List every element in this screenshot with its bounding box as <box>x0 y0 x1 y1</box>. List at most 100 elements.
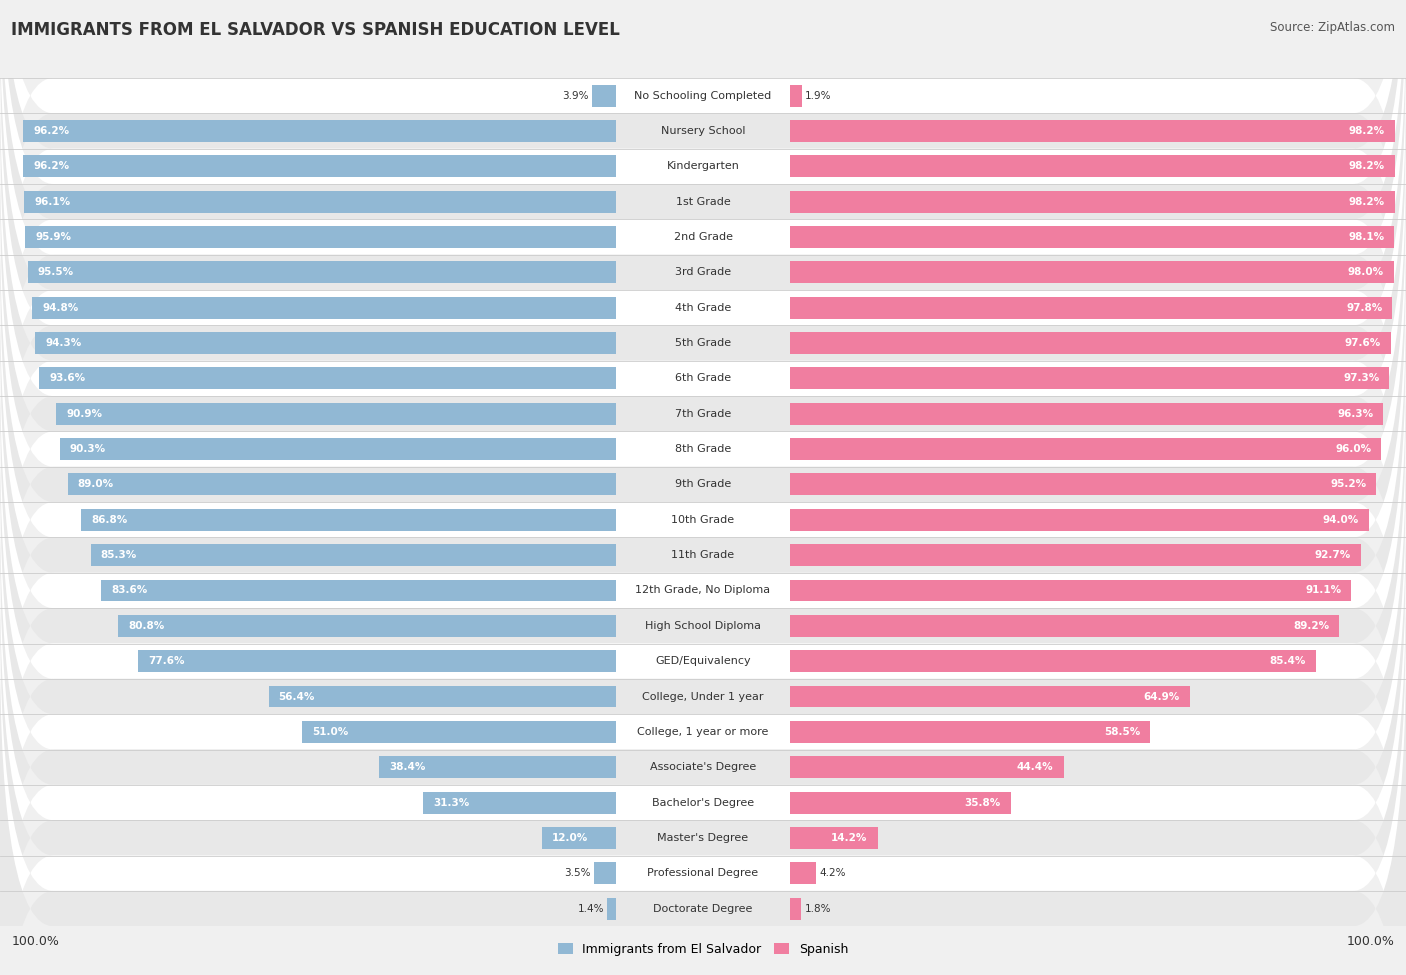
Text: 100.0%: 100.0% <box>1347 935 1395 948</box>
FancyBboxPatch shape <box>0 467 1406 975</box>
FancyBboxPatch shape <box>0 573 1406 975</box>
FancyBboxPatch shape <box>0 431 1406 961</box>
FancyBboxPatch shape <box>0 291 1406 820</box>
Text: 93.6%: 93.6% <box>49 373 86 383</box>
Bar <box>25 226 616 248</box>
Bar <box>82 509 616 530</box>
Text: 97.3%: 97.3% <box>1343 373 1379 383</box>
Bar <box>790 368 1389 389</box>
Text: 94.0%: 94.0% <box>1323 515 1360 525</box>
Text: 96.2%: 96.2% <box>34 126 69 137</box>
Bar <box>595 862 616 884</box>
FancyBboxPatch shape <box>0 0 1406 502</box>
Text: 100.0%: 100.0% <box>11 935 59 948</box>
Bar <box>790 474 1376 495</box>
Bar <box>790 226 1395 248</box>
Text: 3rd Grade: 3rd Grade <box>675 267 731 278</box>
Text: 98.1%: 98.1% <box>1348 232 1385 242</box>
Bar <box>790 721 1150 743</box>
Bar <box>790 862 815 884</box>
Text: 1.8%: 1.8% <box>804 904 831 914</box>
Text: 95.9%: 95.9% <box>35 232 72 242</box>
FancyBboxPatch shape <box>0 0 1406 431</box>
Text: 95.2%: 95.2% <box>1330 480 1367 489</box>
FancyBboxPatch shape <box>0 254 1406 785</box>
Text: 12.0%: 12.0% <box>553 833 588 843</box>
Text: 98.2%: 98.2% <box>1348 197 1385 207</box>
FancyBboxPatch shape <box>0 644 1406 975</box>
Text: 4.2%: 4.2% <box>820 868 846 878</box>
Text: 94.3%: 94.3% <box>45 338 82 348</box>
FancyBboxPatch shape <box>0 326 1406 856</box>
Text: 97.8%: 97.8% <box>1346 302 1382 313</box>
FancyBboxPatch shape <box>0 537 1406 975</box>
Text: Nursery School: Nursery School <box>661 126 745 137</box>
Text: 94.8%: 94.8% <box>42 302 79 313</box>
FancyBboxPatch shape <box>0 148 1406 679</box>
Text: 5th Grade: 5th Grade <box>675 338 731 348</box>
Text: 1.4%: 1.4% <box>578 904 605 914</box>
Text: Associate's Degree: Associate's Degree <box>650 762 756 772</box>
Text: IMMIGRANTS FROM EL SALVADOR VS SPANISH EDUCATION LEVEL: IMMIGRANTS FROM EL SALVADOR VS SPANISH E… <box>11 21 620 39</box>
Bar <box>90 544 616 566</box>
Bar <box>790 615 1340 637</box>
Text: 1.9%: 1.9% <box>806 91 831 100</box>
Bar <box>790 685 1189 708</box>
Bar <box>423 792 616 813</box>
Bar <box>790 120 1395 142</box>
Text: 3.5%: 3.5% <box>565 868 591 878</box>
Bar <box>790 650 1316 672</box>
Text: 98.0%: 98.0% <box>1347 267 1384 278</box>
Text: 96.2%: 96.2% <box>34 161 69 172</box>
Text: 8th Grade: 8th Grade <box>675 444 731 454</box>
Bar <box>32 296 616 319</box>
FancyBboxPatch shape <box>0 43 1406 573</box>
Text: College, 1 year or more: College, 1 year or more <box>637 726 769 737</box>
Text: 3.9%: 3.9% <box>562 91 589 100</box>
FancyBboxPatch shape <box>0 361 1406 891</box>
Bar <box>24 155 616 177</box>
Bar <box>790 757 1063 778</box>
Text: 90.9%: 90.9% <box>66 409 103 419</box>
Text: High School Diploma: High School Diploma <box>645 621 761 631</box>
Bar <box>380 757 616 778</box>
Text: 91.1%: 91.1% <box>1305 585 1341 596</box>
Text: 85.4%: 85.4% <box>1270 656 1306 666</box>
Text: Bachelor's Degree: Bachelor's Degree <box>652 798 754 807</box>
Text: 89.0%: 89.0% <box>77 480 114 489</box>
Bar <box>790 792 1011 813</box>
Text: Doctorate Degree: Doctorate Degree <box>654 904 752 914</box>
FancyBboxPatch shape <box>0 608 1406 975</box>
FancyBboxPatch shape <box>0 396 1406 926</box>
Text: 56.4%: 56.4% <box>278 691 315 702</box>
FancyBboxPatch shape <box>0 184 1406 714</box>
Bar <box>118 615 616 637</box>
Text: Source: ZipAtlas.com: Source: ZipAtlas.com <box>1270 21 1395 34</box>
FancyBboxPatch shape <box>0 7 1406 537</box>
Text: No Schooling Completed: No Schooling Completed <box>634 91 772 100</box>
Text: Kindergarten: Kindergarten <box>666 161 740 172</box>
Bar <box>790 579 1351 602</box>
Bar <box>269 685 616 708</box>
Text: 12th Grade, No Diploma: 12th Grade, No Diploma <box>636 585 770 596</box>
Bar <box>138 650 616 672</box>
Bar <box>56 403 616 425</box>
Text: 96.1%: 96.1% <box>34 197 70 207</box>
FancyBboxPatch shape <box>0 219 1406 750</box>
Bar <box>101 579 616 602</box>
Text: 85.3%: 85.3% <box>101 550 136 561</box>
Text: 90.3%: 90.3% <box>70 444 105 454</box>
Bar <box>790 403 1384 425</box>
FancyBboxPatch shape <box>0 0 1406 396</box>
Bar <box>28 261 616 284</box>
Text: College, Under 1 year: College, Under 1 year <box>643 691 763 702</box>
Text: 95.5%: 95.5% <box>38 267 75 278</box>
Bar <box>24 191 616 213</box>
Bar <box>790 332 1391 354</box>
FancyBboxPatch shape <box>0 502 1406 975</box>
FancyBboxPatch shape <box>0 0 1406 467</box>
Legend: Immigrants from El Salvador, Spanish: Immigrants from El Salvador, Spanish <box>553 938 853 961</box>
Bar <box>543 827 616 849</box>
Bar <box>790 296 1392 319</box>
Text: 98.2%: 98.2% <box>1348 126 1385 137</box>
